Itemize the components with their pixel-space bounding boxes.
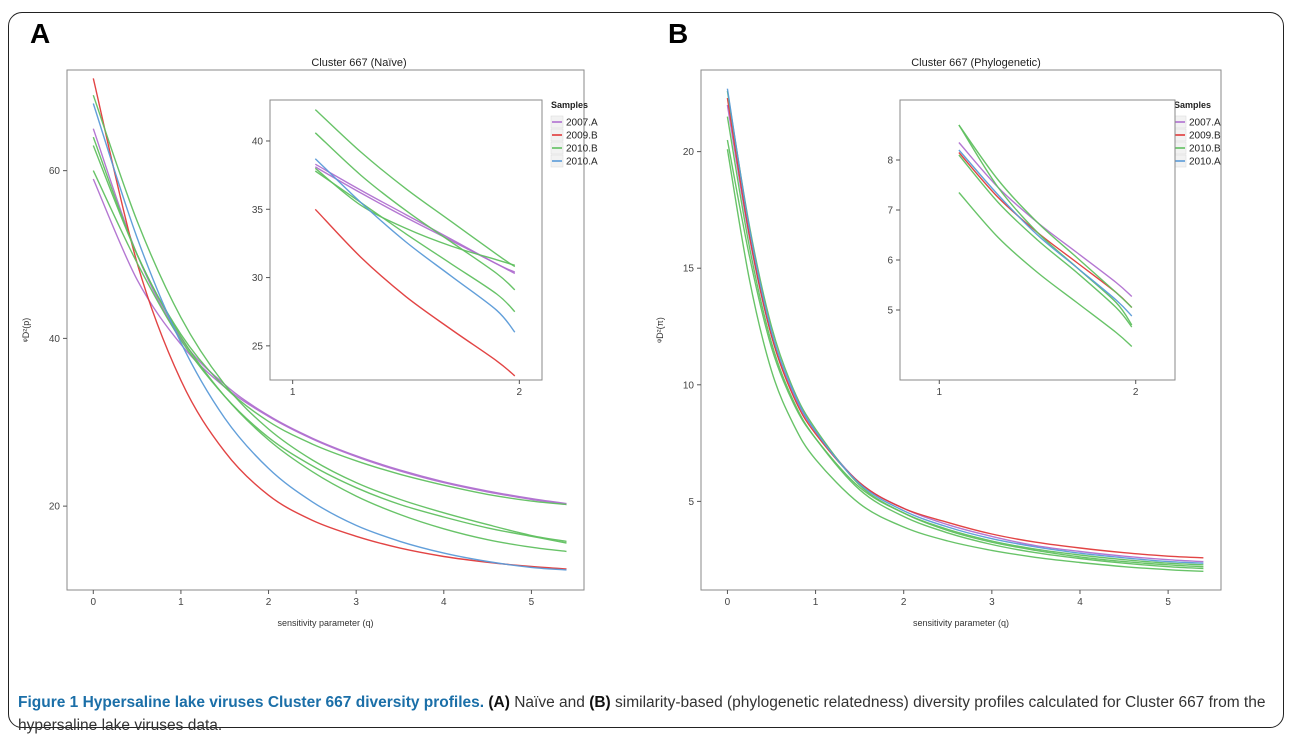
legend-label: 2010.B [566, 144, 598, 155]
x-tick-label: 3 [353, 597, 359, 608]
y-tick-label: 15 [683, 264, 695, 275]
figure-frame [8, 12, 1284, 728]
x-axis-title: sensitivity parameter (q) [277, 618, 373, 628]
series-line-2010-b [314, 132, 516, 291]
series-line-2010-b [958, 192, 1133, 348]
panel-a-letter: A [30, 18, 51, 49]
series-line-2010-b [314, 167, 516, 266]
x-axis-title: sensitivity parameter (q) [913, 618, 1009, 628]
x-tick-label: 4 [1077, 597, 1083, 608]
series-line-2009-b [726, 97, 1204, 559]
x-tick-label: 3 [989, 597, 995, 608]
y-tick-label: 25 [252, 341, 264, 352]
x-tick-label: 2 [517, 387, 523, 398]
legend-label: 2010.B [1189, 144, 1221, 155]
series-line-2010-a [958, 149, 1133, 317]
caption-text-1: Naïve and [509, 694, 590, 711]
series-line-2009-b [92, 78, 567, 570]
series-line-2007-a [958, 142, 1133, 298]
y-tick-label: 7 [887, 206, 893, 217]
x-tick-label: 4 [441, 597, 447, 608]
series-line-2009-b [314, 208, 516, 377]
plot-title: Cluster 667 (Naïve) [311, 57, 406, 69]
legend-label: 2007.A [1189, 118, 1221, 129]
legend-title: Samples [551, 100, 588, 110]
series-line-2010-b [92, 170, 567, 544]
series-line-2010-b [314, 109, 516, 268]
series-line-2010-b [726, 149, 1204, 572]
series-line-2010-b [726, 90, 1204, 568]
x-tick-label: 2 [901, 597, 907, 608]
series-line-2010-a [92, 103, 567, 571]
legend-label: 2010.A [1189, 157, 1221, 168]
plot-title: Cluster 667 (Phylogenetic) [911, 57, 1041, 69]
caption-text-2: similarity-based (phylogenetic relatedne… [18, 694, 1266, 734]
y-tick-label: 10 [683, 380, 695, 391]
y-axis-title: ᵠD²(p) [21, 318, 31, 342]
y-tick-label: 40 [252, 136, 264, 147]
caption-b-tag: (B) [589, 694, 611, 711]
y-tick-label: 5 [887, 306, 893, 317]
caption-a-tag: (A) [488, 694, 510, 711]
series-line-2010-b [958, 124, 1133, 326]
y-tick-label: 6 [887, 256, 893, 267]
x-tick-label: 1 [178, 597, 184, 608]
series-line-2010-b [92, 145, 567, 553]
legend-label: 2009.B [566, 131, 598, 142]
series-line-2007-a [92, 178, 567, 506]
plot-frame [269, 99, 543, 381]
caption-heading: Figure 1 Hypersaline lake viruses Cluste… [18, 694, 485, 711]
legend-label: 2007.A [566, 118, 598, 129]
series-line-2010-b [958, 154, 1133, 328]
y-tick-label: 20 [49, 502, 61, 513]
legend-label: 2010.A [566, 157, 598, 168]
series-line-2010-a [314, 158, 516, 333]
y-tick-label: 35 [252, 205, 264, 216]
x-tick-label: 1 [937, 387, 943, 398]
x-tick-label: 0 [91, 597, 97, 608]
y-tick-label: 8 [887, 156, 893, 167]
x-tick-label: 5 [529, 597, 535, 608]
series-line-2010-b [958, 124, 1133, 309]
series-line-2007-a [314, 166, 516, 275]
legend-label: 2009.B [1189, 131, 1221, 142]
y-tick-label: 20 [683, 147, 695, 158]
series-line-2007-a [92, 128, 567, 505]
legend-title: Samples [1174, 100, 1211, 110]
figure-caption: Figure 1 Hypersaline lake viruses Cluste… [18, 691, 1280, 737]
y-tick-label: 40 [49, 334, 61, 345]
x-tick-label: 2 [1133, 387, 1139, 398]
y-tick-label: 5 [688, 497, 694, 508]
x-tick-label: 0 [725, 597, 731, 608]
y-tick-label: 60 [49, 166, 61, 177]
x-tick-label: 5 [1165, 597, 1171, 608]
plot-b-inset: 1 2 5 6 7 8 [887, 99, 1176, 398]
y-axis-title: ᵠD²(π) [655, 317, 665, 343]
panel-b-letter: B [668, 18, 689, 49]
series-line-2010-b [92, 94, 567, 543]
plot-a-inset: 1 2 25 30 35 40 [252, 99, 543, 398]
legend: Samples 2007.A 2009.B 2010.B 2010.A [550, 100, 598, 168]
y-tick-label: 30 [252, 273, 264, 284]
x-tick-label: 2 [266, 597, 272, 608]
legend: Samples 2007.A 2009.B 2010.B 2010.A [1173, 100, 1221, 168]
x-tick-label: 1 [813, 597, 819, 608]
series-line-2010-b [726, 116, 1204, 570]
series-line-2010-a [726, 88, 1204, 564]
x-tick-label: 1 [290, 387, 296, 398]
